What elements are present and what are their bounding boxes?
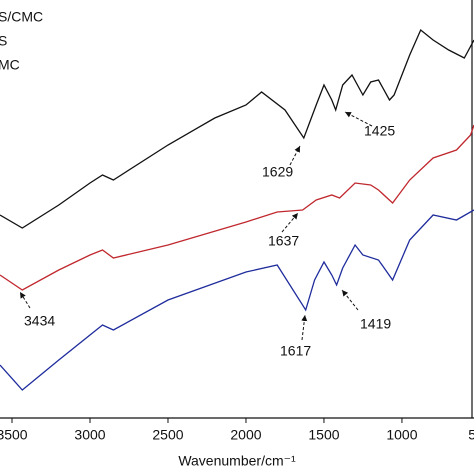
series-line bbox=[0, 209, 474, 391]
x-axis-label: Wavenumber/cm⁻¹ bbox=[178, 453, 296, 469]
annotation: 1629 bbox=[262, 164, 293, 180]
legend-label: MC bbox=[0, 57, 20, 73]
series-line bbox=[0, 28, 474, 229]
arrow bbox=[301, 314, 308, 341]
x-tick-label: 2500 bbox=[152, 427, 183, 443]
x-tick-label: 2000 bbox=[230, 427, 261, 443]
x-tick-label: 1000 bbox=[386, 427, 417, 443]
arrow bbox=[19, 291, 31, 309]
annotation: 1637 bbox=[268, 233, 299, 249]
x-tick-label: 1500 bbox=[308, 427, 339, 443]
series-line bbox=[0, 124, 474, 291]
annotation: 1425 bbox=[364, 123, 395, 139]
x-tick-label: 3500 bbox=[0, 427, 28, 443]
annotation: 3434 bbox=[24, 313, 55, 329]
x-tick-label: 3000 bbox=[74, 427, 105, 443]
annotation: 1617 bbox=[280, 343, 311, 359]
x-tick-label: 500 bbox=[468, 427, 474, 443]
arrow bbox=[281, 212, 299, 233]
legend-label: S bbox=[0, 33, 7, 49]
arrow bbox=[289, 145, 301, 166]
annotation: 1419 bbox=[360, 316, 391, 332]
arrow bbox=[344, 111, 373, 127]
arrow bbox=[341, 289, 359, 311]
legend-label: S/CMC bbox=[0, 9, 43, 25]
